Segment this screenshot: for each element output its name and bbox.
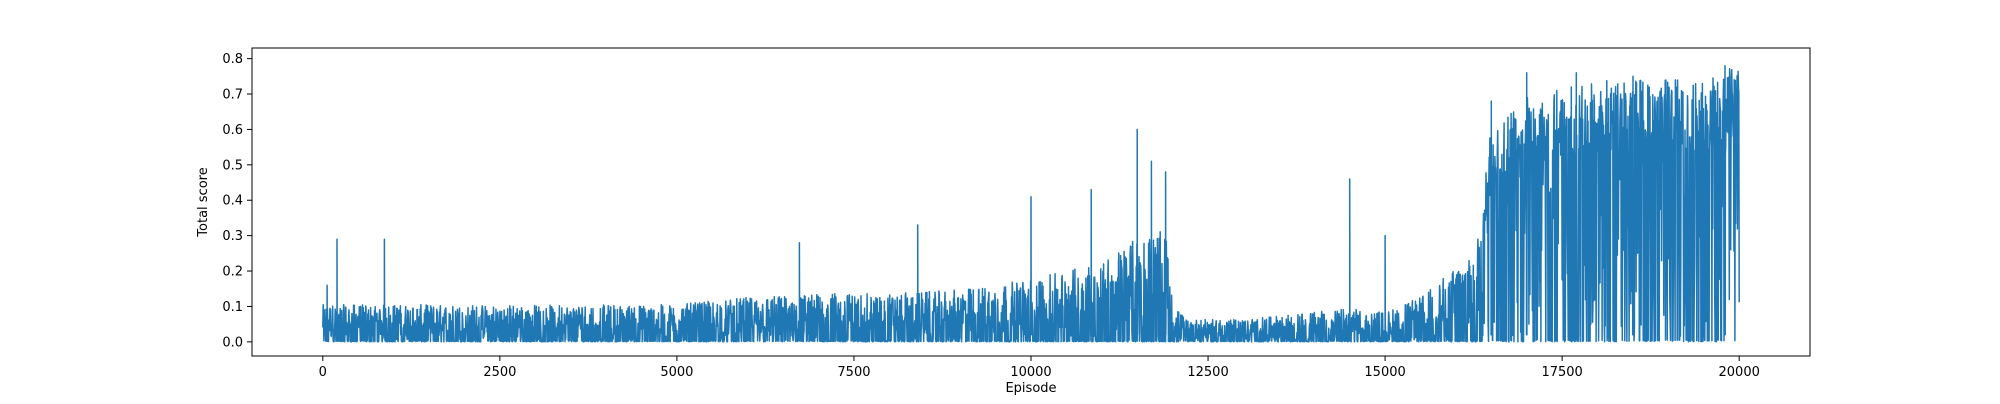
x-tick-label: 15000: [1364, 365, 1405, 380]
y-tick-label: 0.2: [222, 265, 243, 280]
x-tick-label: 12500: [1187, 365, 1228, 380]
axes-layer: 0 2500 5000 7500 10000 12500 15000 17500 20000 0.…: [222, 47, 1811, 380]
y-tick-label: 0.1: [222, 300, 243, 315]
y-tick-label: 0.0: [222, 335, 243, 350]
y-axis-label: Total score: [196, 167, 211, 237]
x-axis-label: Episode: [1005, 381, 1056, 396]
y-tick-label: 0.5: [222, 158, 243, 173]
y-tick-label: 0.7: [222, 88, 243, 103]
x-tick-label: 20000: [1719, 365, 1760, 380]
x-tick-label: 10000: [1010, 365, 1051, 380]
y-tick-label: 0.8: [222, 52, 243, 67]
x-tick-label: 7500: [837, 365, 870, 380]
y-tick-label: 0.3: [222, 229, 243, 244]
series-layer: [322, 64, 1740, 343]
series-line: [322, 64, 1740, 343]
x-tick-label: 17500: [1541, 365, 1582, 380]
x-tick-label: 0: [319, 365, 327, 380]
y-tick-label: 0.4: [222, 194, 243, 209]
x-tick-label: 5000: [660, 365, 693, 380]
y-tick-label: 0.6: [222, 123, 243, 138]
x-tick-label: 2500: [483, 365, 516, 380]
